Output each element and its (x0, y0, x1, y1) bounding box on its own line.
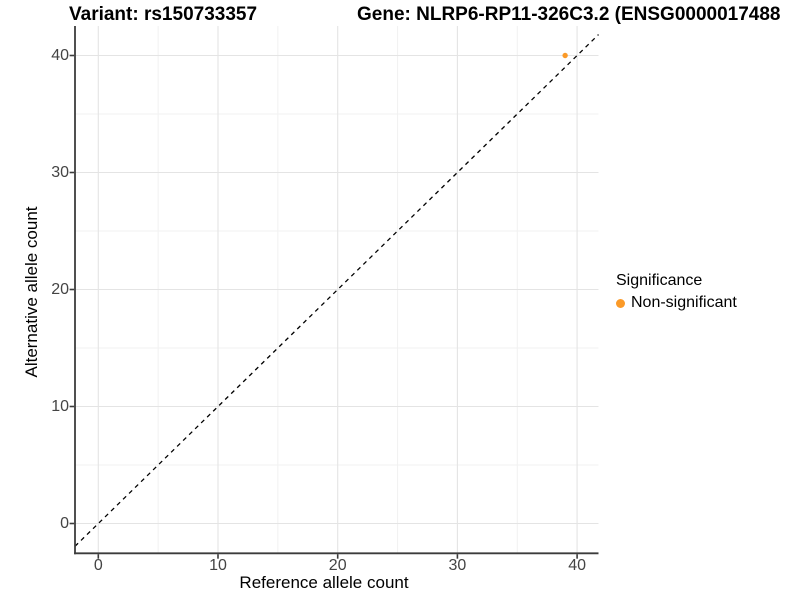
x-tick-label: 10 (209, 557, 227, 574)
identity-line (74, 34, 599, 547)
identity-dashed-line (74, 34, 599, 547)
data-points (562, 52, 568, 59)
y-tick-label: 20 (51, 280, 69, 298)
legend: Significance Non-significant (616, 272, 737, 312)
x-tick-label: 0 (93, 557, 103, 574)
plot-title-variant: Variant: rs150733357 (69, 4, 258, 25)
x-axis-title: Reference allele count (239, 573, 409, 592)
axis-lines (74, 26, 599, 555)
y-axis-title: Alternative allele count (22, 206, 41, 378)
y-tick-label: 30 (51, 163, 69, 181)
plot-title-gene: Gene: NLRP6-RP11-326C3.2 (ENSG0000017488 (357, 4, 781, 25)
legend-marker-circle-icon (616, 298, 625, 308)
y-tick-label: 10 (51, 397, 69, 415)
y-tick-label: 40 (51, 46, 69, 64)
x-tick-label: 40 (568, 557, 586, 574)
legend-item-non-significant: Non-significant (616, 294, 737, 312)
legend-title: Significance (616, 272, 703, 289)
gridlines-major (75, 26, 599, 554)
y-tick-label: 0 (60, 514, 69, 532)
legend-item-label: Non-significant (631, 294, 737, 311)
data-point (562, 52, 568, 59)
tick-marks (69, 54, 578, 559)
x-tick-label: 20 (328, 557, 347, 574)
x-tick-label: 30 (448, 557, 467, 574)
